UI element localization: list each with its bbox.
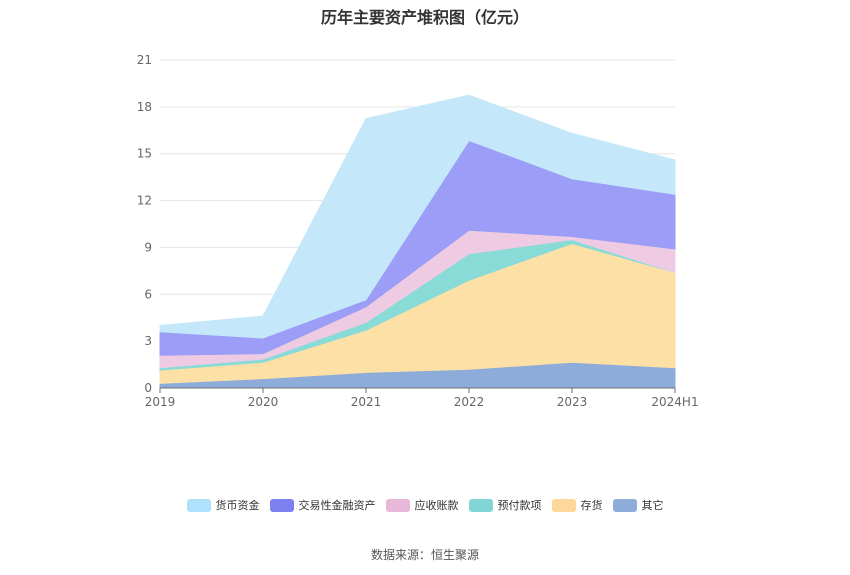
legend-label: 货币资金	[215, 499, 260, 512]
y-tick-label: 15	[137, 147, 152, 161]
legend-item[interactable]: 应收账款	[385, 497, 459, 513]
y-tick-label: 6	[144, 287, 152, 301]
legend-swatch	[468, 498, 493, 512]
x-tick-label: 2021	[351, 395, 382, 409]
x-tick-label: 2023	[557, 395, 588, 409]
x-tick-label: 2022	[454, 395, 485, 409]
legend-item[interactable]: 预付款项	[468, 497, 542, 513]
legend-item[interactable]: 存货	[551, 497, 603, 513]
y-tick-label: 3	[144, 334, 152, 348]
data-source: 数据来源：恒生聚源	[370, 548, 479, 562]
legend-label: 其它	[641, 499, 664, 512]
legend-item[interactable]: 其它	[612, 497, 664, 513]
area-货币资金	[159, 94, 676, 339]
y-tick-label: 0	[144, 381, 152, 395]
legend-label: 预付款项	[497, 499, 542, 512]
y-tick-label: 12	[137, 194, 152, 208]
legend-label: 应收账款	[414, 499, 459, 512]
y-tick-label: 18	[137, 100, 152, 114]
x-tick-label: 2020	[248, 395, 279, 409]
legend-swatch	[612, 498, 637, 512]
y-tick-label: 21	[137, 53, 152, 67]
legend-label: 存货	[580, 499, 603, 512]
chart-legend: 货币资金 交易性金融资产 应收账款 预付款项 存货 其它	[0, 497, 850, 513]
legend-swatch	[186, 498, 211, 512]
x-tick-label: 2024H1	[651, 395, 698, 409]
legend-item[interactable]: 货币资金	[186, 497, 260, 513]
x-tick-label: 2019	[145, 395, 176, 409]
legend-label: 交易性金融资产	[298, 499, 376, 512]
y-tick-label: 9	[144, 240, 152, 254]
chart-title: 历年主要资产堆积图（亿元）	[320, 8, 529, 27]
legend-item[interactable]: 交易性金融资产	[269, 497, 376, 513]
legend-swatch	[385, 498, 410, 512]
legend-swatch	[551, 498, 576, 512]
legend-swatch	[269, 498, 294, 512]
